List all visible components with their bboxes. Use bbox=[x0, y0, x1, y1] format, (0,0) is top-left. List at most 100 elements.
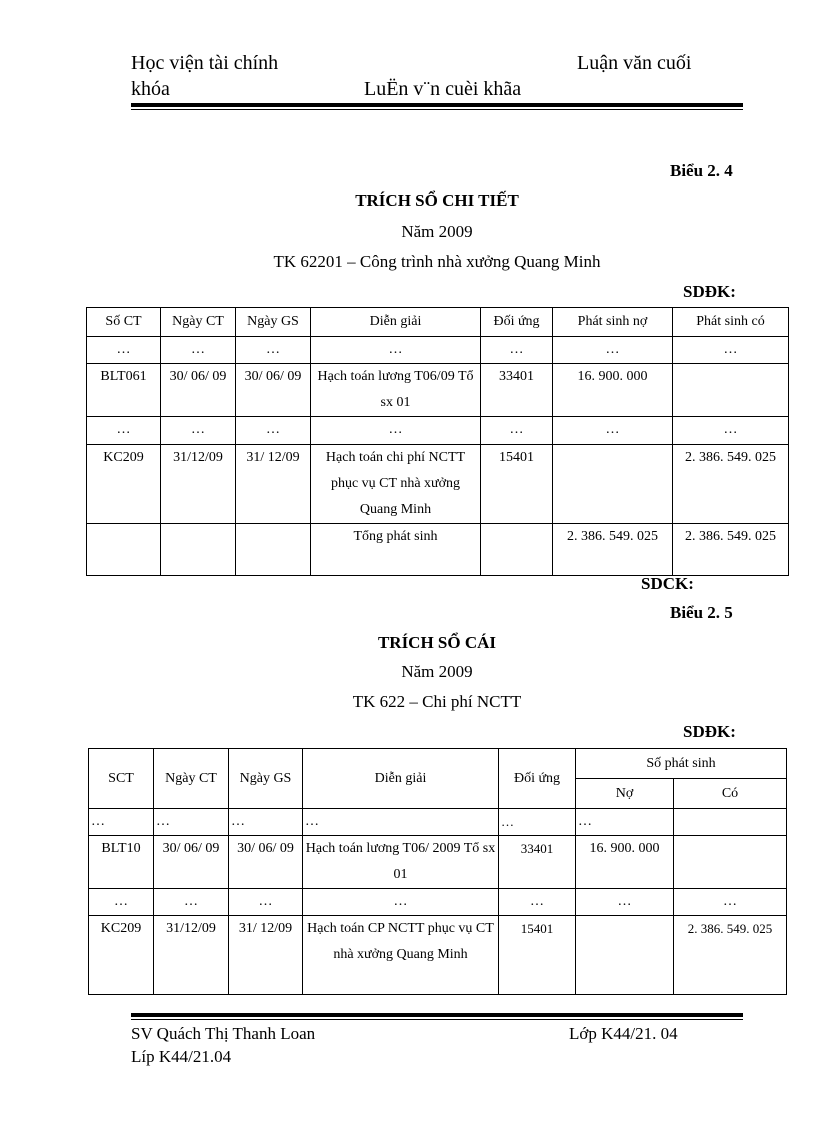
table-cell: 30/ 06/ 09 bbox=[228, 835, 303, 889]
table-cell: … bbox=[498, 888, 576, 916]
table-cell bbox=[480, 523, 553, 576]
table-row: BLT061 30/ 06/ 09 30/ 06/ 09 Hạch toán lươn… bbox=[86, 363, 789, 417]
header-garbled-title: LuËn v¨n cuèi khãa bbox=[364, 78, 522, 100]
table-cell bbox=[160, 523, 236, 576]
table-cell bbox=[552, 444, 673, 524]
table-cell: … bbox=[672, 416, 789, 445]
footer-rule bbox=[131, 1013, 743, 1017]
table-row: ………………… bbox=[86, 416, 789, 445]
general-ledger-table: SCT Ngày CT Ngày GS Diễn giải Đối ứng Số phát… bbox=[88, 748, 788, 995]
table-row: ………………… bbox=[88, 888, 788, 916]
table-cell: KC209 bbox=[86, 444, 161, 524]
table-cell: … bbox=[310, 416, 481, 445]
table-row: KC209 31/12/09 31/ 12/09 Hạch toán CP NCTT … bbox=[88, 915, 788, 995]
header-rule-thin bbox=[131, 109, 743, 110]
column-group-header: Số phát sinh bbox=[574, 748, 788, 779]
column-header: Có bbox=[672, 778, 788, 809]
table-cell: … bbox=[153, 888, 229, 916]
footer-student: SV Quách Thị Thanh Loan bbox=[131, 1024, 316, 1043]
section1-year: Năm 2009 bbox=[401, 222, 473, 241]
section2-account: TK 622 – Chi phí NCTT bbox=[352, 692, 522, 711]
table-cell: … bbox=[88, 808, 154, 836]
table-cell: Hạch toán chi phí NCTT phục vụ CT nhà xư… bbox=[310, 444, 481, 524]
header-institution: Học viện tài chính bbox=[131, 52, 279, 74]
column-header: Phát sinh nợ bbox=[552, 307, 673, 337]
table-cell: … bbox=[235, 336, 311, 364]
table-cell: 2. 386. 549. 025 bbox=[672, 523, 789, 576]
table-cell: … bbox=[672, 336, 789, 364]
table-cell: Hạch toán CP NCTT phục vụ CT nhà xưởng Q… bbox=[302, 915, 499, 995]
section1-account: TK 62201 – Công trình nhà xưởng Quang Mi… bbox=[273, 252, 601, 271]
table-row: BLT10 30/ 06/ 09 30/ 06/ 09 Hạch toán lương… bbox=[88, 835, 788, 889]
column-header: Ngày GS bbox=[228, 748, 303, 809]
section2-year: Năm 2009 bbox=[401, 662, 473, 681]
table-cell: 30/ 06/ 09 bbox=[235, 363, 311, 417]
table-cell: … bbox=[480, 336, 553, 364]
column-header: Đối ứng bbox=[480, 307, 553, 337]
detail-ledger-table: Số CT Ngày CT Ngày GS Diễn giải Đối ứng Phát … bbox=[86, 307, 789, 576]
footer-class-garbled: Líp K44/21.04 bbox=[131, 1047, 232, 1066]
table-cell: 31/ 12/09 bbox=[235, 444, 311, 524]
section2-label: Biểu 2. 5 bbox=[670, 603, 733, 622]
table-cell: … bbox=[88, 888, 154, 916]
table-cell: … bbox=[160, 416, 236, 445]
section1-opening-balance: SDĐK: bbox=[683, 282, 736, 301]
section1-title: TRÍCH SỔ CHI TIẾT bbox=[355, 191, 519, 210]
table-row: ………………… bbox=[86, 336, 789, 364]
section2-opening-balance: SDĐK: bbox=[683, 722, 736, 741]
table-cell: 15401 bbox=[480, 444, 553, 524]
table-cell: … bbox=[235, 416, 311, 445]
table-cell: 2. 386. 549. 025 bbox=[672, 915, 788, 995]
table-cell: … bbox=[228, 808, 303, 836]
table-cell: KC209 bbox=[88, 915, 154, 995]
table-cell bbox=[575, 915, 674, 995]
table-cell bbox=[672, 835, 788, 889]
table-cell: 16. 900. 000 bbox=[552, 363, 673, 417]
table-row: Tổng phát sinh 2. 386. 549. 025 2. 386. 54… bbox=[86, 523, 789, 576]
column-header: Số CT bbox=[86, 307, 161, 337]
table-cell: … bbox=[302, 808, 499, 836]
table-cell: … bbox=[575, 888, 674, 916]
table-cell: 31/ 12/09 bbox=[228, 915, 303, 995]
table-cell: … bbox=[552, 416, 673, 445]
table-cell: Hạch toán lương T06/ 2009 Tổ sx 01 bbox=[302, 835, 499, 889]
table-cell bbox=[672, 363, 789, 417]
column-header: Ngày CT bbox=[160, 307, 236, 337]
section2-title: TRÍCH SỔ CÁI bbox=[377, 633, 497, 652]
table-cell: … bbox=[228, 888, 303, 916]
table-cell: 30/ 06/ 09 bbox=[153, 835, 229, 889]
table-cell: BLT10 bbox=[88, 835, 154, 889]
table-cell: … bbox=[86, 416, 161, 445]
footer-class: Lớp K44/21. 04 bbox=[569, 1024, 678, 1043]
section1-closing-balance: SDCK: bbox=[641, 574, 694, 593]
table-cell: … bbox=[310, 336, 481, 364]
table-subheader-row: Nợ Có bbox=[89, 778, 788, 809]
table-cell: … bbox=[153, 808, 229, 836]
column-header: Ngày GS bbox=[235, 307, 311, 337]
column-header: Phát sinh có bbox=[672, 307, 789, 337]
table-cell: … bbox=[160, 336, 236, 364]
column-header: Diễn giải bbox=[302, 748, 499, 809]
table-cell: 16. 900. 000 bbox=[575, 835, 674, 889]
column-header: Diễn giải bbox=[310, 307, 481, 337]
table-cell bbox=[86, 523, 161, 576]
column-header: Ngày CT bbox=[153, 748, 229, 809]
table-row: KC209 31/12/09 31/ 12/09 Hạch toán chi phí … bbox=[86, 444, 789, 524]
header-continuation: khóa bbox=[131, 78, 170, 100]
table-cell: 2. 386. 549. 025 bbox=[672, 444, 789, 524]
table-cell: 31/12/09 bbox=[153, 915, 229, 995]
table-cell: 2. 386. 549. 025 bbox=[552, 523, 673, 576]
column-header: Nợ bbox=[575, 778, 674, 809]
table-cell: … bbox=[672, 888, 788, 916]
table-cell: … bbox=[552, 336, 673, 364]
table-cell bbox=[235, 523, 311, 576]
header-rule bbox=[131, 103, 743, 107]
column-header: SCT bbox=[88, 748, 154, 809]
table-cell: … bbox=[86, 336, 161, 364]
table-cell bbox=[672, 808, 788, 836]
table-cell: BLT061 bbox=[86, 363, 161, 417]
table-row: ……………… bbox=[88, 808, 788, 836]
section1-label: Biểu 2. 4 bbox=[670, 161, 733, 180]
table-header-row: Số CT Ngày CT Ngày GS Diễn giải Đối ứng Phát … bbox=[86, 307, 789, 337]
table-cell: … bbox=[480, 416, 553, 445]
